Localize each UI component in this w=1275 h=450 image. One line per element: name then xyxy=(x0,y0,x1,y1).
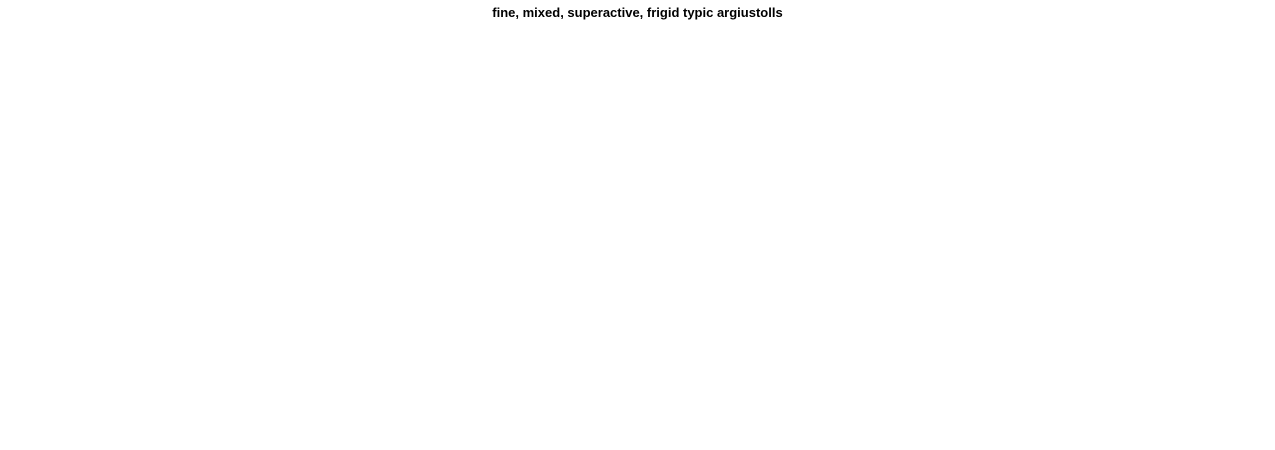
chart-title: fine, mixed, superactive, frigid typic a… xyxy=(492,5,783,20)
